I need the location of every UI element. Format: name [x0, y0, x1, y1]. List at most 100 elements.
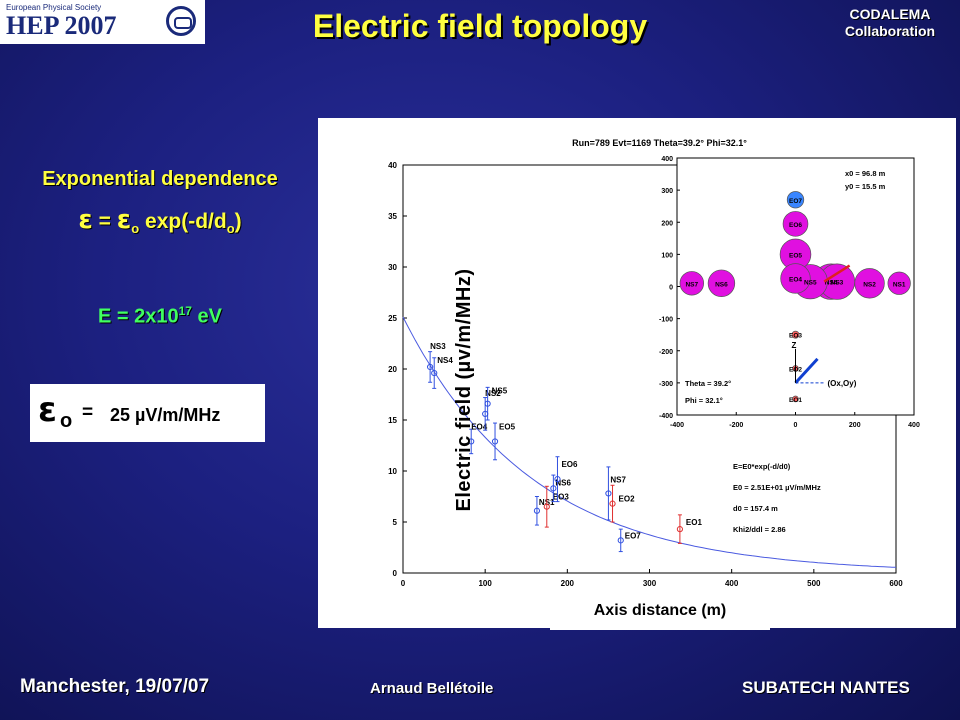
- y-tick-label: 5: [393, 518, 398, 527]
- inset-z-label: Z: [792, 341, 797, 350]
- footer-institute: SUBATECH NANTES: [742, 678, 910, 697]
- x-tick-label: 100: [478, 579, 492, 588]
- antenna-label: NS4: [825, 280, 838, 287]
- inset-y-tick-label: -200: [659, 349, 673, 356]
- antenna-circle: [780, 263, 811, 294]
- plot-header: Run=789 Evt=1169 Theta=39.2° Phi=32.1°: [572, 138, 747, 148]
- antenna-label: EO7: [789, 198, 802, 205]
- fit-curve: [402, 316, 897, 568]
- energy-label: E = 2x1017 eV: [0, 304, 320, 329]
- y-tick-label: 40: [388, 161, 397, 170]
- inset-y-tick-label: 0: [669, 285, 673, 292]
- fit-text: Khi2/ddl = 2.86: [733, 525, 786, 534]
- data-point: [609, 500, 616, 507]
- data-point: [554, 476, 561, 483]
- antenna-circle: [887, 271, 911, 295]
- antenna-circle: [782, 211, 809, 237]
- formula-sub: o: [131, 221, 140, 237]
- point-label: EO3: [553, 493, 570, 502]
- point-label: EO5: [499, 422, 516, 431]
- formula-close: ): [234, 210, 242, 233]
- antenna-circle: [792, 395, 799, 403]
- antenna-label: EO4: [789, 276, 802, 283]
- footer-author: Arnaud Bellétoile: [370, 680, 494, 697]
- inset-y-tick-label: 100: [661, 252, 673, 259]
- epsilon-symbol: ε: [38, 390, 57, 430]
- fit-text: E=E0*exp(-d/d0): [733, 462, 791, 471]
- hep2007-logo: European Physical Society HEP 2007: [0, 0, 205, 44]
- antenna-label: NS7: [685, 281, 698, 288]
- antenna-label: NS3: [831, 280, 844, 287]
- y-tick-label: 15: [388, 416, 397, 425]
- y-tick-label: 35: [388, 212, 397, 221]
- inset-phi: Phi = 32.1°: [685, 396, 723, 405]
- antenna-label: NS1: [893, 281, 906, 288]
- data-point: [617, 537, 624, 544]
- collab-name: CODALEMA: [849, 6, 931, 22]
- data-point: [533, 507, 541, 514]
- point-label: EO2: [619, 495, 636, 504]
- point-label: NS7: [610, 475, 626, 484]
- direction-arrow-red: [823, 264, 851, 283]
- e0-value: 25 µV/m/MHz: [110, 405, 221, 425]
- y-tick-label: 0: [393, 569, 398, 578]
- eps-emblem-icon: [166, 6, 196, 36]
- inset-x-tick-label: 0: [794, 422, 798, 429]
- data-point: [550, 485, 557, 492]
- plot-panel: Run=789 Evt=1169 Theta=39.2° Phi=32.1° 0 1…: [318, 118, 956, 628]
- page-title: Electric field topology: [312, 8, 648, 44]
- formula-exp: exp(-d/d: [139, 210, 227, 233]
- antenna-label: NS6: [715, 281, 728, 288]
- epsilon-symbol: ε: [116, 205, 132, 235]
- energy-main: E = 2x10: [97, 305, 179, 328]
- y-tick-label: 30: [388, 263, 397, 272]
- point-label: NS2: [485, 389, 501, 398]
- field-plot: Run=789 Evt=1169 Theta=39.2° Phi=32.1° 0 1…: [388, 138, 920, 588]
- antenna-label: EO1: [789, 397, 802, 404]
- inset-y0: y0 = 15.5 m: [845, 182, 886, 191]
- inset-antenna-map: -400 -200 0 200 400 -400 -300 -200 -100 0 100 200 30…: [659, 156, 920, 429]
- subtitle-exponential: Exponential dependence: [42, 168, 278, 190]
- point-label: EO7: [625, 531, 642, 540]
- inset-x-tick-label: -400: [670, 422, 684, 429]
- logo-hep-text: HEP 2007: [6, 11, 117, 40]
- logo-eps-text: European Physical Society: [6, 3, 102, 12]
- antenna-label: NS2: [863, 281, 876, 288]
- antenna-circle: [707, 269, 736, 297]
- inset-y-tick-label: -100: [659, 317, 673, 324]
- antenna-circle: [854, 268, 885, 299]
- data-point: [543, 503, 550, 510]
- data-point: [605, 490, 612, 497]
- y-axis-label: Electric field (µv/m/MHz): [453, 268, 475, 512]
- data-point: [484, 400, 491, 407]
- epsilon-symbol: ε: [78, 205, 93, 235]
- point-label: EO6: [561, 460, 578, 469]
- point-label: EO1: [686, 518, 703, 527]
- direction-arrow-blue: [794, 357, 819, 384]
- inset-theta: Theta = 39.2°: [685, 379, 731, 388]
- footer-location-date: Manchester, 19/07/07: [20, 676, 210, 697]
- antenna-label: EO6: [789, 222, 802, 229]
- antenna-label: EO5: [789, 252, 802, 259]
- collaboration-label: CODALEMA Collaboration: [820, 6, 960, 40]
- formula-sub: o: [226, 221, 235, 237]
- point-label: NS6: [555, 478, 571, 487]
- inset-x0: x0 = 96.8 m: [845, 169, 886, 178]
- x-tick-label: 0: [401, 579, 406, 588]
- inset-x-tick-label: 400: [908, 422, 920, 429]
- e0-subscript: o: [60, 410, 73, 432]
- x-tick-label: 300: [643, 579, 657, 588]
- y-tick-label: 25: [388, 314, 397, 323]
- antenna-label: EO3: [789, 333, 802, 340]
- y-tick-label: 10: [388, 467, 397, 476]
- y-tick-label: 20: [388, 365, 397, 374]
- antenna-label: NS5: [804, 280, 817, 287]
- point-label: EO4: [471, 422, 488, 431]
- inset-oxoy-label: (Ox,Oy): [828, 379, 857, 388]
- inset-y-tick-label: 300: [661, 188, 673, 195]
- energy-exponent: 17: [178, 304, 192, 318]
- data-point: [431, 369, 438, 377]
- data-point: [468, 438, 475, 445]
- data-point: [427, 363, 434, 371]
- energy-unit: eV: [191, 305, 222, 328]
